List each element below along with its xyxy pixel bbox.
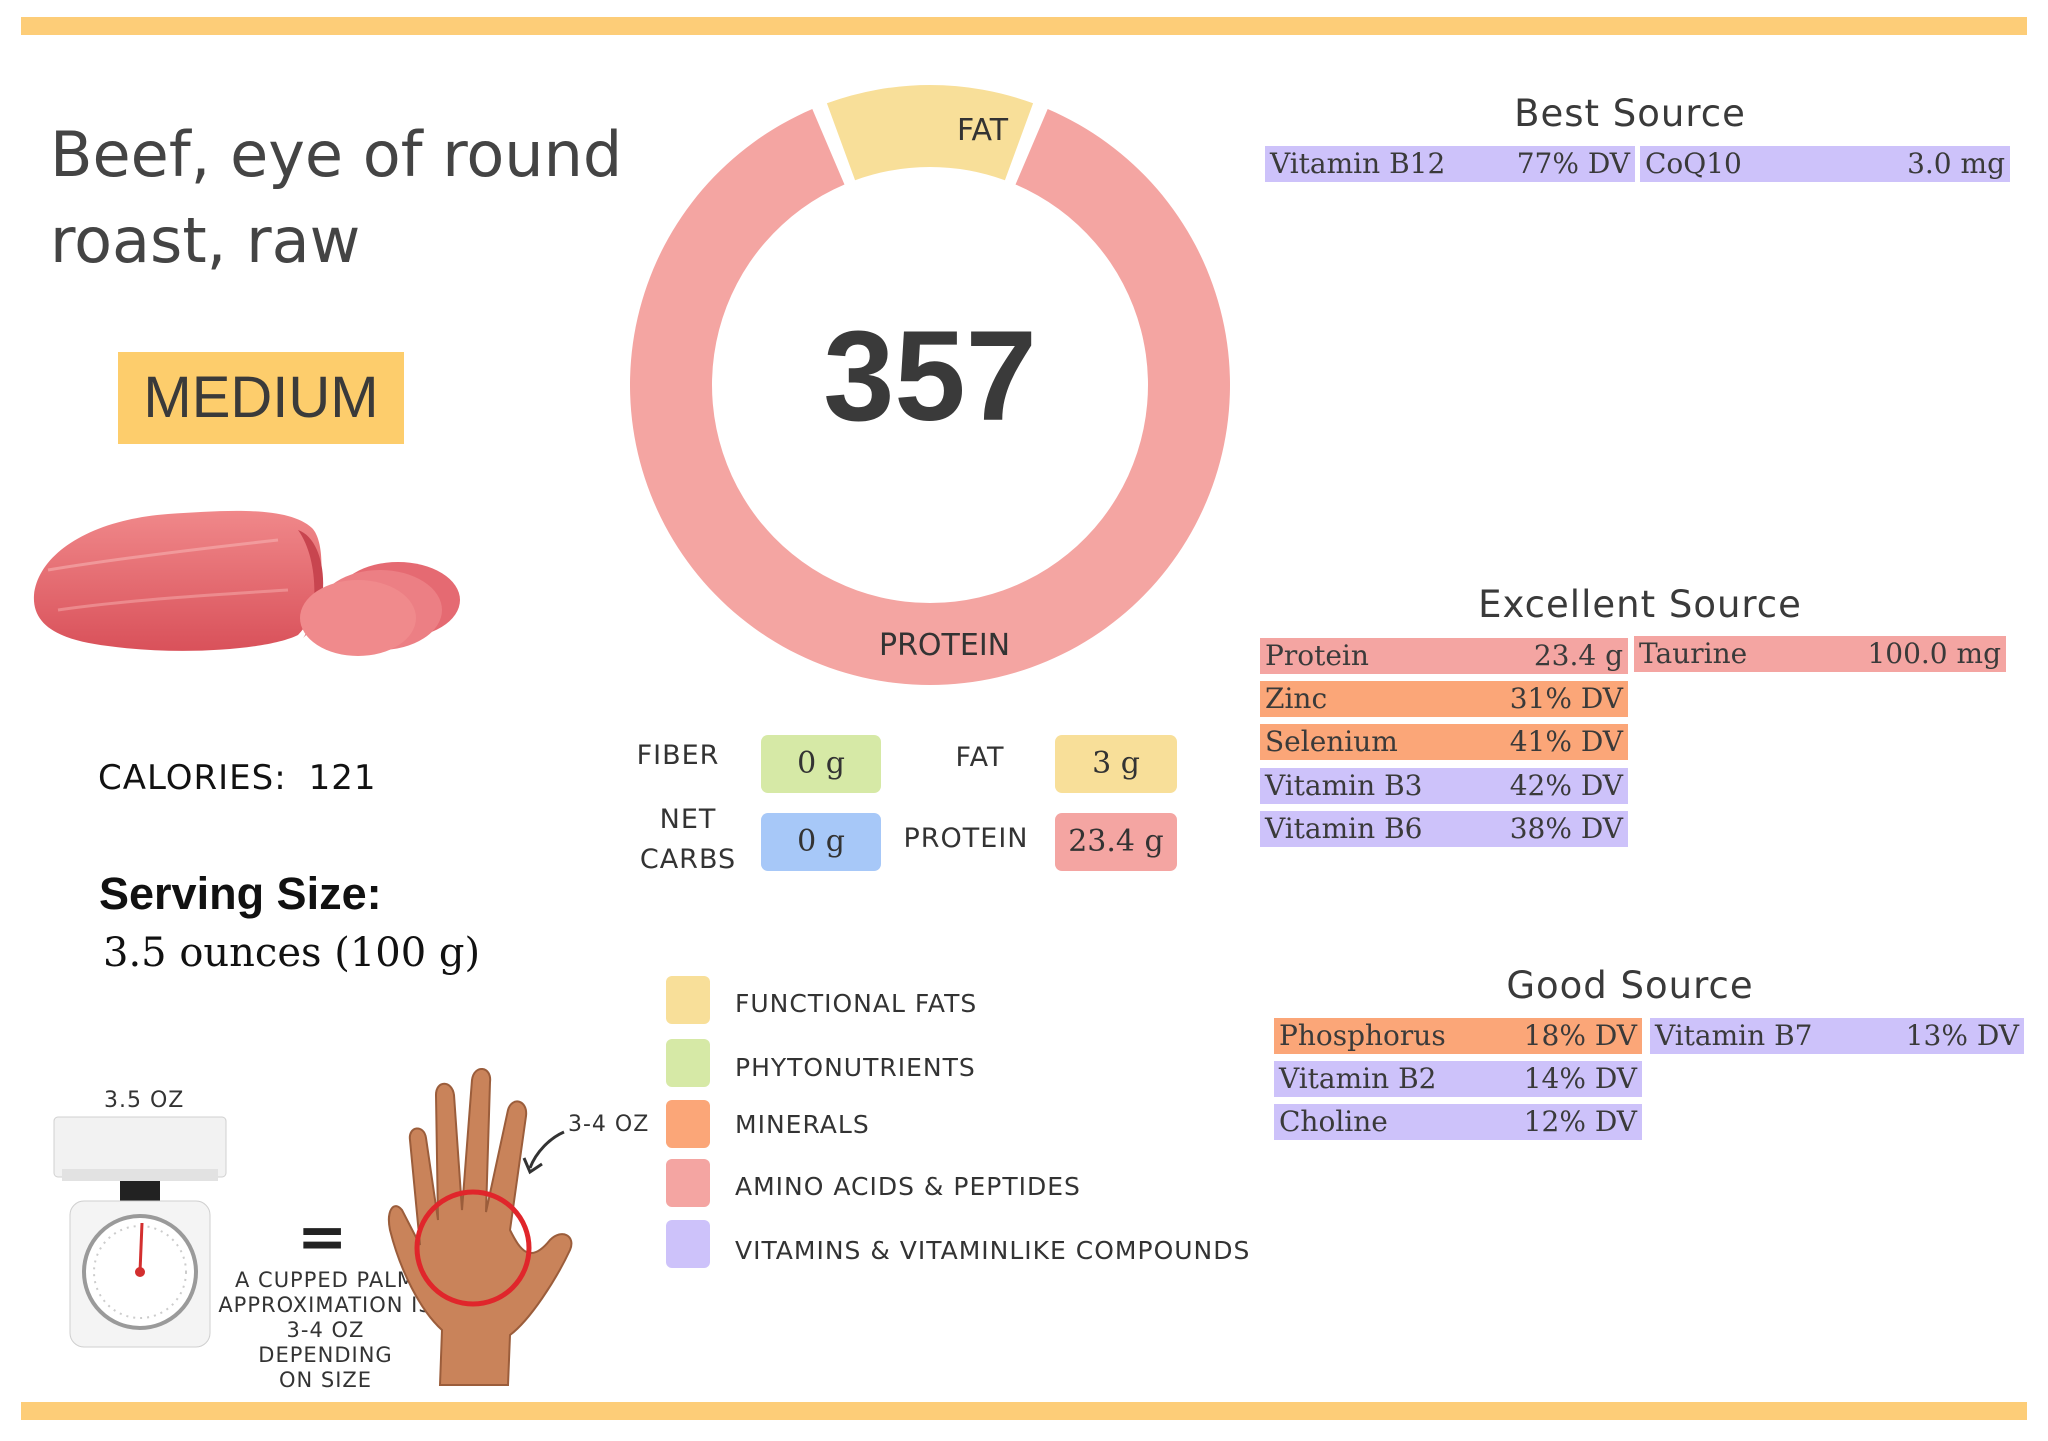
nutrient-zinc: Zinc 31% DV [1260,681,1628,717]
nutrient-value: 100.0 mg [1867,637,2001,670]
fat-value: 3 g [1055,735,1177,793]
nutrient-value: 31% DV [1509,682,1623,715]
nutrient-vitamin-b6: Vitamin B6 38% DV [1260,811,1628,847]
net-carbs-label: NET CARBS [628,800,748,880]
calories-value: 121 [308,758,377,798]
calories-label: CALORIES: [98,758,287,798]
arrow-icon [522,1130,565,1175]
cupped-palm-hand-icon [388,1068,573,1386]
legend-swatch-minerals [666,1100,710,1148]
legend-swatch-phytonutrients [666,1039,710,1087]
nutrient-vitamin-b7: Vitamin B7 13% DV [1650,1018,2024,1054]
nutrient-name: CoQ10 [1645,147,1742,180]
nutrient-protein: Protein 23.4 g [1260,638,1628,674]
donut-segment-fat [826,85,1034,181]
nutrient-taurine: Taurine 100.0 mg [1634,636,2006,672]
donut-label-fat: FAT [957,113,1009,148]
net-carbs-label-line2: CARBS [639,844,737,875]
nutrient-value: 13% DV [1905,1019,2019,1052]
legend-swatch-functional-fats [666,976,710,1024]
food-title: Beef, eye of round roast, raw [50,112,650,284]
excellent-source-title: Excellent Source [1478,583,1802,626]
portion-caption-line1: A CUPPED PALM [234,1268,417,1292]
legend-label-functional-fats: FUNCTIONAL FATS [735,989,978,1018]
nutrient-name: Phosphorus [1279,1019,1446,1052]
nutrient-value: 3.0 mg [1907,147,2005,180]
top-accent-bar [21,17,2027,35]
fiber-label: FIBER [636,740,720,771]
portion-caption-line4: ON SIZE [278,1368,373,1392]
serving-size-value: 3.5 ounces (100 g) [103,930,481,976]
kitchen-scale-icon [53,1116,227,1348]
net-carbs-value: 0 g [761,813,881,871]
best-source-title: Best Source [1514,92,1746,135]
food-title-line1: Beef, eye of round [50,118,623,191]
nutrient-phosphorus: Phosphorus 18% DV [1274,1018,1642,1054]
nutrient-name: Vitamin B2 [1279,1062,1437,1095]
nutrient-name: Protein [1265,639,1369,672]
scale-weight-label: 3.5 OZ [104,1088,185,1113]
nutrient-name: Vitamin B3 [1265,769,1423,802]
nutrient-value: 12% DV [1523,1105,1637,1138]
food-title-line2: roast, raw [50,204,361,277]
nutrient-value: 14% DV [1523,1062,1637,1095]
good-source-title: Good Source [1506,964,1754,1007]
legend-swatch-vitamins [666,1220,710,1268]
calories: CALORIES: 121 [98,758,377,798]
beef-image [33,510,460,656]
legend-swatch-amino-acids [666,1159,710,1207]
donut-svg [630,85,1230,686]
nutrient-selenium: Selenium 41% DV [1260,724,1628,760]
hand-weight-label: 3-4 OZ [568,1112,650,1137]
nutrient-value: 77% DV [1516,147,1630,180]
fat-label: FAT [955,742,1005,773]
nutrient-choline: Choline 12% DV [1274,1104,1642,1140]
portion-caption: A CUPPED PALM APPROXIMATION IS 3-4 OZ DE… [218,1268,433,1393]
portion-size-badge: MEDIUM [118,352,404,444]
protein-label: PROTEIN [903,823,1029,854]
nutrient-vitamin-b2: Vitamin B2 14% DV [1274,1061,1642,1097]
nutrient-coq10: CoQ10 3.0 mg [1640,146,2010,182]
donut-center-value: 357 [823,305,1037,448]
nutrient-name: Zinc [1265,682,1328,715]
nutrient-value: 42% DV [1509,769,1623,802]
legend-label-phytonutrients: PHYTONUTRIENTS [735,1053,976,1082]
nutrient-value: 18% DV [1523,1019,1637,1052]
calorie-donut-chart: FAT PROTEIN 357 [630,85,1230,686]
portion-caption-line3: 3-4 OZ DEPENDING [258,1318,393,1367]
nutrient-name: Choline [1279,1105,1388,1138]
net-carbs-label-line1: NET [659,804,717,835]
nutrient-name: Vitamin B7 [1655,1019,1813,1052]
nutrient-vitamin-b3: Vitamin B3 42% DV [1260,768,1628,804]
nutrient-vitamin-b12: Vitamin B12 77% DV [1265,146,1635,182]
nutrient-value: 38% DV [1509,812,1623,845]
protein-value: 23.4 g [1055,813,1177,871]
legend-label-amino-acids: AMINO ACIDS & PEPTIDES [735,1172,1081,1201]
equals-sign: = [297,1202,348,1272]
nutrient-name: Vitamin B12 [1270,147,1446,180]
donut-label-protein: PROTEIN [879,628,1011,663]
portion-caption-line2: APPROXIMATION IS [218,1293,433,1317]
nutrient-name: Selenium [1265,725,1398,758]
nutrient-name: Vitamin B6 [1265,812,1423,845]
legend-label-vitamins: VITAMINS & VITAMINLIKE COMPOUNDS [735,1236,1251,1265]
bottom-accent-bar [21,1402,2027,1420]
nutrient-value: 23.4 g [1533,639,1623,672]
nutrient-value: 41% DV [1509,725,1623,758]
legend-label-minerals: MINERALS [735,1110,870,1139]
serving-size-title: Serving Size: [99,868,382,919]
nutrient-name: Taurine [1639,637,1748,670]
fiber-value: 0 g [761,735,881,793]
